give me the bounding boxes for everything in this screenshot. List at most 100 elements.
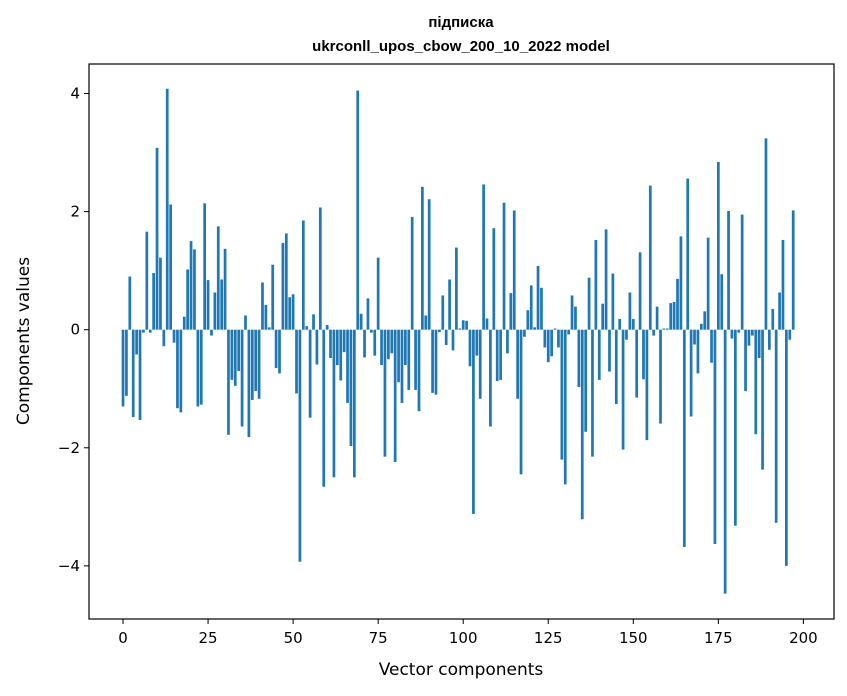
bar-67 — [349, 329, 353, 446]
bar-127 — [553, 328, 557, 330]
bar-181 — [737, 329, 741, 333]
bar-6 — [142, 329, 145, 333]
bar-178 — [727, 211, 730, 330]
bar-31 — [227, 329, 230, 435]
bar-194 — [781, 239, 785, 330]
bar-135 — [580, 329, 584, 520]
bar-59 — [322, 329, 326, 487]
bar-15 — [172, 329, 176, 343]
x-tick-label: 200 — [789, 629, 818, 647]
bar-99 — [458, 328, 462, 330]
bar-27 — [213, 292, 217, 330]
bar-75 — [376, 257, 380, 330]
bar-48 — [284, 233, 288, 330]
bar-133 — [574, 306, 577, 330]
bar-188 — [761, 329, 764, 470]
bar-56 — [312, 314, 315, 330]
bar-195 — [785, 329, 788, 566]
y-tick-label: −2 — [58, 439, 80, 457]
bar-154 — [645, 329, 649, 441]
bar-39 — [254, 329, 258, 392]
bar-118 — [523, 329, 526, 337]
bar-76 — [380, 329, 383, 366]
bar-139 — [594, 239, 598, 330]
bar-185 — [751, 329, 754, 336]
bar-88 — [421, 186, 424, 330]
bar-65 — [342, 329, 346, 353]
bar-17 — [179, 329, 183, 413]
bar-89 — [424, 315, 428, 330]
bar-81 — [397, 329, 400, 383]
bar-37 — [247, 329, 251, 438]
bar-77 — [383, 329, 387, 457]
bar-171 — [703, 311, 707, 330]
bar-167 — [689, 329, 693, 417]
bar-91 — [431, 329, 434, 393]
bar-130 — [563, 329, 567, 485]
bar-9 — [152, 273, 155, 330]
bar-54 — [305, 326, 309, 330]
bar-134 — [577, 329, 581, 387]
y-axis-label: Components values — [14, 257, 34, 425]
bar-24 — [203, 203, 207, 330]
bar-180 — [733, 329, 737, 526]
bar-163 — [676, 278, 679, 330]
bar-155 — [648, 185, 652, 330]
bar-57 — [315, 329, 319, 365]
bar-1 — [125, 329, 128, 396]
bar-2 — [128, 276, 132, 330]
bar-119 — [526, 310, 530, 330]
x-axis-label: Vector components — [379, 660, 544, 680]
bar-93 — [438, 329, 441, 333]
bar-98 — [455, 247, 458, 330]
bar-174 — [713, 329, 717, 545]
bar-90 — [427, 199, 431, 330]
bar-121 — [533, 327, 536, 330]
bar-94 — [441, 295, 445, 330]
bar-83 — [404, 329, 407, 366]
bar-160 — [665, 328, 669, 330]
bar-161 — [669, 303, 673, 330]
bar-177 — [723, 329, 727, 594]
bar-145 — [614, 329, 618, 405]
bar-49 — [288, 297, 292, 330]
bar-21 — [193, 249, 196, 330]
bar-46 — [278, 329, 281, 374]
bar-187 — [757, 329, 761, 359]
bar-34 — [237, 329, 241, 372]
bar-38 — [250, 329, 254, 400]
bar-84 — [407, 329, 411, 390]
bar-170 — [699, 323, 703, 330]
bar-120 — [529, 285, 533, 330]
bar-80 — [393, 329, 397, 462]
bar-8 — [148, 329, 152, 333]
bar-19 — [186, 269, 190, 330]
bar-115 — [512, 210, 516, 330]
bar-122 — [536, 265, 540, 330]
bar-62 — [332, 329, 336, 478]
bar-42 — [264, 304, 268, 330]
bar-36 — [244, 315, 247, 330]
bar-73 — [369, 329, 373, 333]
bar-43 — [267, 327, 271, 330]
bar-72 — [366, 298, 370, 330]
bar-125 — [546, 329, 550, 363]
y-ticks-group: −4 −2 0 2 4 — [58, 85, 89, 575]
bar-53 — [301, 220, 305, 330]
bar-55 — [308, 329, 312, 418]
bar-164 — [679, 236, 683, 330]
bar-192 — [774, 329, 778, 523]
bar-108 — [489, 329, 492, 427]
bar-117 — [519, 329, 523, 475]
bar-165 — [682, 329, 686, 547]
bar-103 — [472, 329, 475, 514]
bar-85 — [410, 216, 414, 330]
bar-128 — [557, 329, 560, 348]
x-tick-label: 75 — [369, 629, 388, 647]
bar-92 — [434, 329, 438, 395]
bar-184 — [747, 329, 751, 346]
bar-175 — [716, 162, 720, 330]
y-tick-label: 0 — [70, 321, 80, 339]
bars-group — [121, 88, 795, 594]
